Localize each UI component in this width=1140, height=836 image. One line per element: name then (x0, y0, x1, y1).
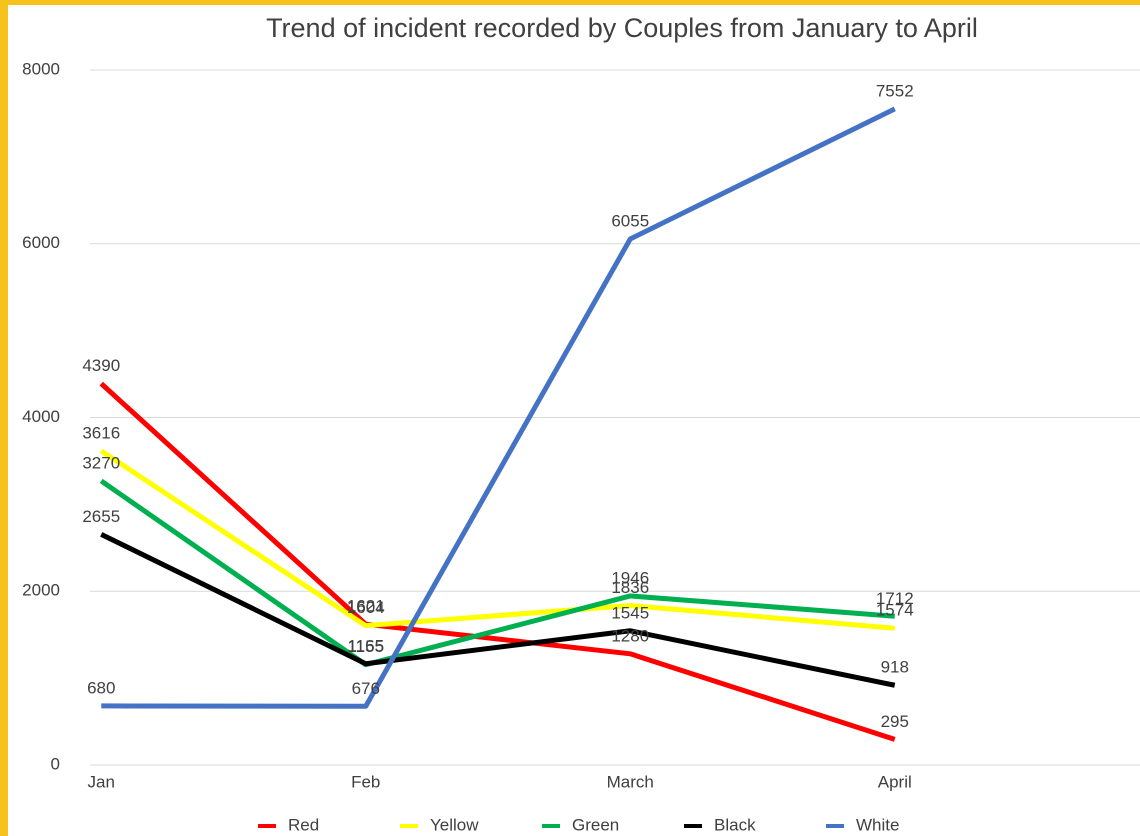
x-tick-label: April (878, 772, 912, 791)
series-line (99, 478, 895, 668)
data-label: 6055 (611, 211, 649, 230)
border-top (0, 0, 1140, 5)
legend-label: Yellow (430, 815, 479, 834)
chart-title: Trend of incident recorded by Couples fr… (266, 13, 978, 43)
data-label: 4390 (82, 356, 120, 375)
series-line (99, 448, 895, 631)
y-tick-label: 6000 (22, 233, 60, 252)
data-label: 680 (87, 678, 115, 697)
data-label: 1836 (611, 578, 649, 597)
data-label: 1604 (347, 598, 385, 617)
data-label: 1946 (611, 568, 649, 587)
data-label: 1155 (347, 637, 384, 656)
data-label: 918 (881, 658, 909, 677)
series-line (100, 532, 896, 688)
y-tick-label: 0 (51, 754, 60, 773)
data-label: 7552 (876, 81, 914, 100)
series-line (99, 381, 896, 742)
data-label: 2655 (82, 507, 120, 526)
data-label: 3616 (82, 423, 120, 442)
data-label: 676 (352, 679, 380, 698)
data-label: 1621 (347, 597, 385, 616)
data-label: 1545 (611, 603, 649, 622)
data-label: 1165 (347, 636, 384, 655)
y-tick-label: 2000 (22, 581, 60, 600)
data-label: 1574 (876, 601, 914, 620)
x-tick-label: Jan (88, 772, 115, 791)
legend-label: White (856, 815, 899, 834)
data-label: 295 (881, 712, 909, 731)
legend-label: Green (572, 815, 619, 834)
legend-label: Black (714, 815, 756, 834)
x-tick-label: Feb (351, 772, 380, 791)
data-label: 1712 (876, 589, 914, 608)
border-left (0, 0, 8, 836)
data-label: 3270 (82, 453, 120, 472)
series-line (101, 106, 896, 709)
y-tick-label: 4000 (22, 407, 60, 426)
y-tick-label: 8000 (22, 59, 60, 78)
legend-label: Red (288, 815, 319, 834)
x-tick-label: March (607, 772, 654, 791)
data-label: 1280 (611, 626, 649, 645)
